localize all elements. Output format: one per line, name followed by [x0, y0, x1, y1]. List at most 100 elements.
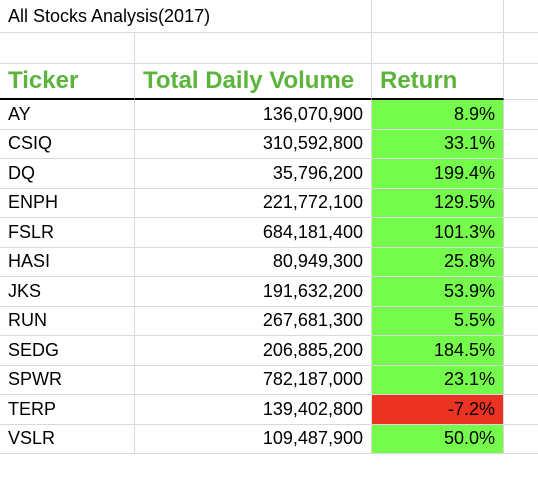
ticker-cell[interactable]: JKS: [0, 277, 135, 307]
ticker-cell-value: ENPH: [8, 192, 59, 213]
ticker-cell-value: FSLR: [8, 221, 55, 242]
title-cell[interactable]: All Stocks Analysis(2017): [0, 0, 372, 33]
volume-cell-value: 139,402,800: [262, 398, 363, 419]
empty-cell[interactable]: [504, 336, 538, 366]
return-cell-value: 50.0%: [443, 428, 495, 449]
empty-cell[interactable]: [504, 64, 538, 100]
ticker-cell-value: TERP: [8, 398, 57, 419]
volume-cell-value: 310,592,800: [262, 133, 363, 154]
volume-cell[interactable]: 139,402,800: [135, 395, 372, 425]
ticker-cell-value: VSLR: [8, 428, 56, 449]
return-cell-value: -7.2%: [447, 398, 495, 419]
return-cell[interactable]: 5.5%: [372, 306, 504, 336]
return-cell-value: 101.3%: [433, 221, 495, 242]
empty-cell[interactable]: [504, 33, 538, 64]
empty-cell[interactable]: [504, 130, 538, 159]
ticker-cell-value: AY: [8, 103, 31, 124]
header-volume-label: Total Daily Volume: [143, 67, 355, 94]
return-cell[interactable]: 129.5%: [372, 188, 504, 218]
empty-cell[interactable]: [372, 0, 504, 33]
return-cell-value: 25.8%: [443, 251, 495, 272]
empty-cell[interactable]: [504, 366, 538, 395]
ticker-cell[interactable]: CSIQ: [0, 129, 135, 159]
volume-cell-value: 684,181,400: [262, 221, 363, 242]
ticker-cell[interactable]: FSLR: [0, 218, 135, 248]
header-ticker-label: Ticker: [8, 67, 79, 94]
ticker-cell-value: CSIQ: [8, 133, 53, 154]
volume-cell[interactable]: 206,885,200: [135, 336, 372, 366]
ticker-cell[interactable]: RUN: [0, 306, 135, 336]
ticker-cell-value: SEDG: [8, 339, 60, 360]
empty-cell[interactable]: [504, 395, 538, 425]
volume-cell[interactable]: 684,181,400: [135, 218, 372, 248]
ticker-cell[interactable]: TERP: [0, 395, 135, 425]
volume-cell-value: 80,949,300: [272, 251, 363, 272]
return-cell[interactable]: 33.1%: [372, 129, 504, 159]
header-return[interactable]: Return: [372, 64, 504, 100]
ticker-cell-value: HASI: [8, 251, 51, 272]
empty-cell[interactable]: [504, 100, 538, 130]
empty-cell[interactable]: [504, 0, 538, 33]
ticker-cell[interactable]: SEDG: [0, 336, 135, 366]
empty-cell[interactable]: [504, 189, 538, 218]
volume-cell[interactable]: 310,592,800: [135, 129, 372, 159]
ticker-cell-value: SPWR: [8, 369, 62, 390]
ticker-cell[interactable]: AY: [0, 100, 135, 130]
volume-cell-value: 267,681,300: [262, 310, 363, 331]
return-cell[interactable]: 101.3%: [372, 218, 504, 248]
ticker-cell[interactable]: VSLR: [0, 424, 135, 454]
ticker-cell-value: JKS: [8, 280, 42, 301]
volume-cell[interactable]: 109,487,900: [135, 424, 372, 454]
ticker-cell-value: RUN: [8, 310, 47, 331]
volume-cell[interactable]: 80,949,300: [135, 247, 372, 277]
volume-cell-value: 782,187,000: [262, 369, 363, 390]
return-cell-value: 8.9%: [453, 103, 495, 124]
header-ticker[interactable]: Ticker: [0, 64, 135, 100]
volume-cell[interactable]: 191,632,200: [135, 277, 372, 307]
empty-cell[interactable]: [504, 248, 538, 277]
volume-cell-value: 221,772,100: [262, 192, 363, 213]
return-cell-value: 199.4%: [433, 162, 495, 183]
return-cell[interactable]: 25.8%: [372, 247, 504, 277]
volume-cell[interactable]: 136,070,900: [135, 100, 372, 130]
empty-cell[interactable]: [504, 218, 538, 248]
volume-cell-value: 35,796,200: [272, 162, 363, 183]
return-cell-value: 129.5%: [433, 192, 495, 213]
ticker-cell[interactable]: ENPH: [0, 188, 135, 218]
volume-cell[interactable]: 782,187,000: [135, 365, 372, 395]
return-cell[interactable]: 23.1%: [372, 365, 504, 395]
return-cell[interactable]: 53.9%: [372, 277, 504, 307]
ticker-cell[interactable]: SPWR: [0, 365, 135, 395]
return-cell[interactable]: 50.0%: [372, 424, 504, 454]
volume-cell-value: 136,070,900: [262, 103, 363, 124]
header-volume[interactable]: Total Daily Volume: [135, 64, 372, 100]
empty-cell[interactable]: [0, 33, 135, 64]
return-cell-value: 33.1%: [443, 133, 495, 154]
empty-cell[interactable]: [504, 159, 538, 189]
volume-cell-value: 191,632,200: [262, 280, 363, 301]
return-cell-value: 184.5%: [433, 339, 495, 360]
volume-cell[interactable]: 35,796,200: [135, 159, 372, 189]
return-cell[interactable]: 8.9%: [372, 100, 504, 130]
return-cell[interactable]: -7.2%: [372, 395, 504, 425]
empty-cell[interactable]: [504, 277, 538, 307]
empty-cell[interactable]: [372, 33, 504, 64]
volume-cell-value: 109,487,900: [262, 428, 363, 449]
empty-cell[interactable]: [504, 425, 538, 454]
return-cell-value: 53.9%: [443, 280, 495, 301]
volume-cell[interactable]: 221,772,100: [135, 188, 372, 218]
return-cell-value: 5.5%: [453, 310, 495, 331]
return-cell[interactable]: 184.5%: [372, 336, 504, 366]
volume-cell-value: 206,885,200: [262, 339, 363, 360]
header-return-label: Return: [380, 67, 458, 94]
sheet-title: All Stocks Analysis(2017): [8, 5, 211, 26]
ticker-cell-value: DQ: [8, 162, 35, 183]
empty-cell[interactable]: [504, 307, 538, 336]
return-cell[interactable]: 199.4%: [372, 159, 504, 189]
empty-cell[interactable]: [135, 33, 372, 64]
ticker-cell[interactable]: DQ: [0, 159, 135, 189]
return-cell-value: 23.1%: [443, 369, 495, 390]
volume-cell[interactable]: 267,681,300: [135, 306, 372, 336]
ticker-cell[interactable]: HASI: [0, 247, 135, 277]
